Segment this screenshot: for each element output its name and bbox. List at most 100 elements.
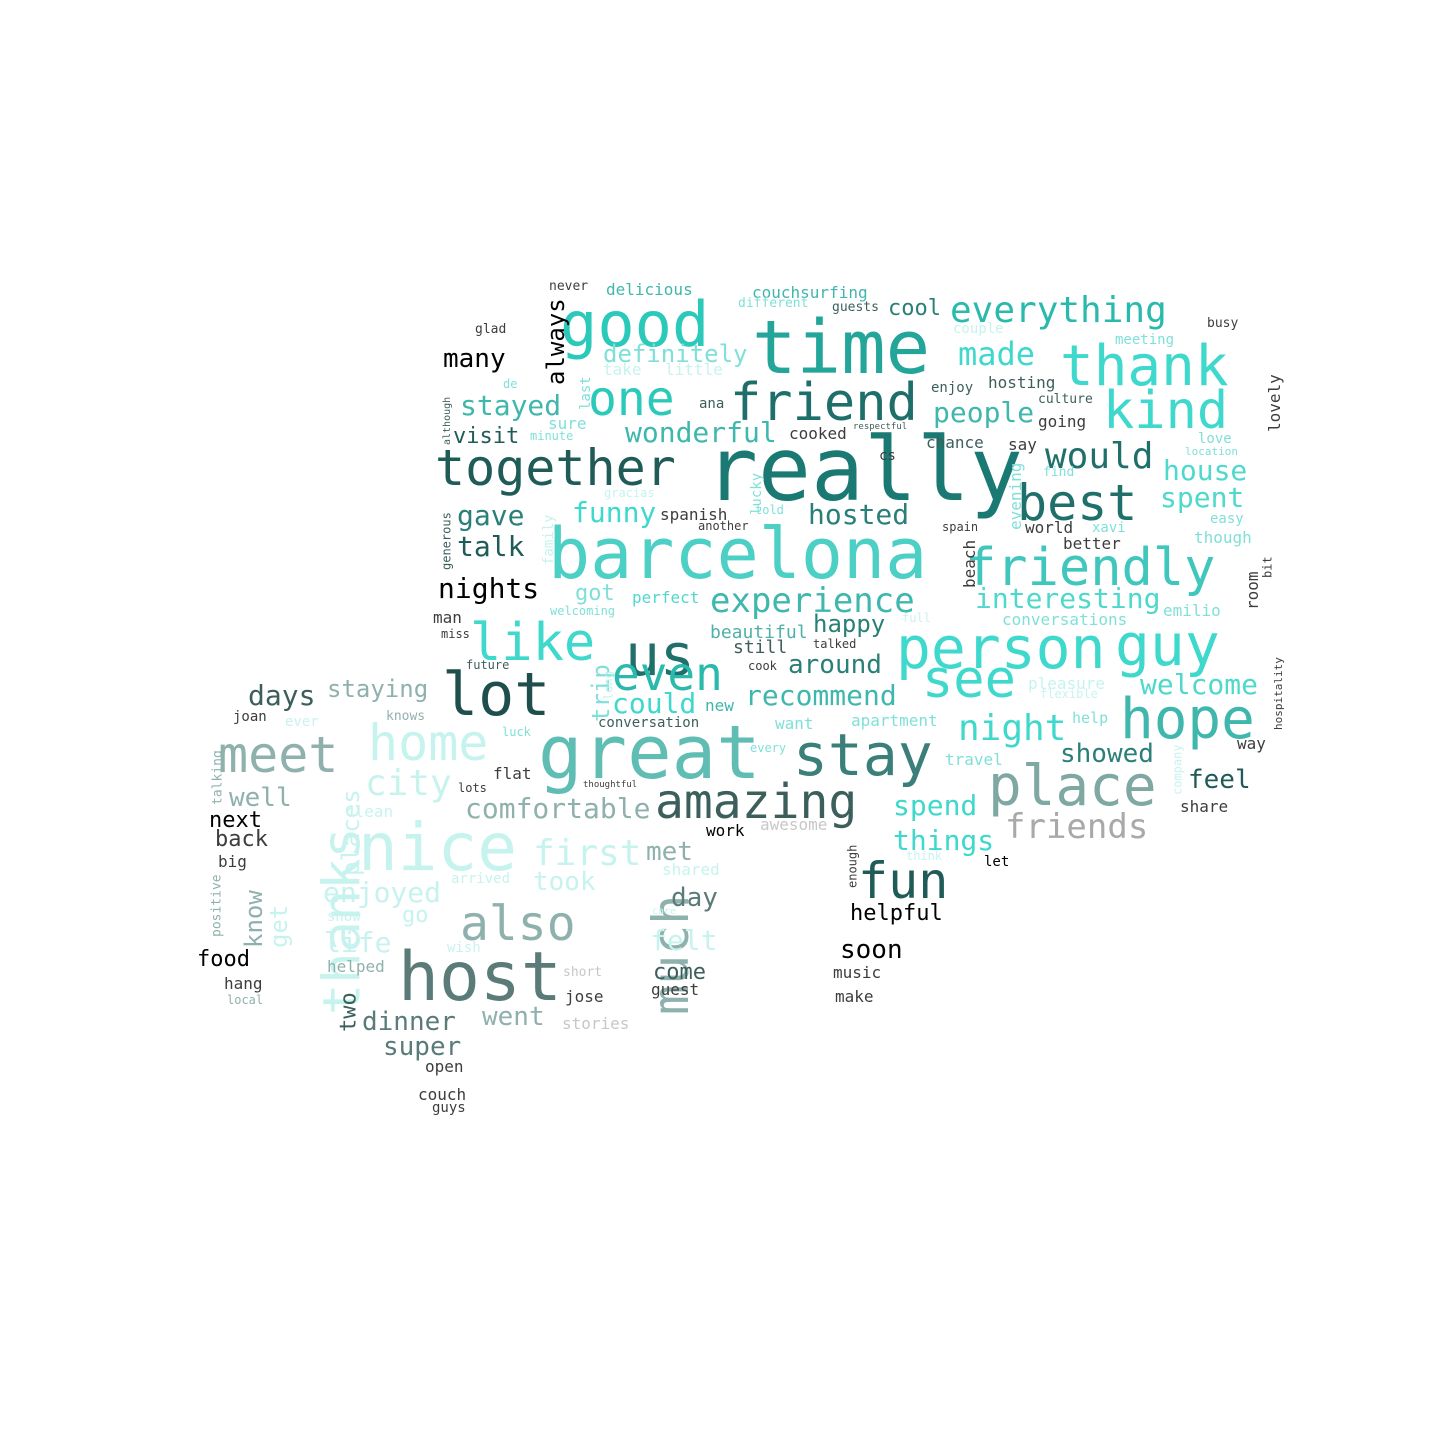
word-open: open [425,1057,464,1076]
word-funny: funny [572,496,656,529]
word-spend: spend [893,789,977,822]
word-care: care [652,906,676,917]
word-fun: fun [858,852,948,910]
word-city: city [365,763,452,804]
word-enough: enough [846,845,860,888]
word-full: full [902,611,931,625]
word-even: even [612,647,723,701]
word-wonderful: wonderful [625,416,777,449]
word-friendly: friendly [965,538,1215,598]
word-share: share [1180,797,1228,816]
word-soon: soon [840,935,903,965]
word-miss: miss [441,627,470,641]
word-arrived: arrived [451,871,510,887]
word-room: room [1243,571,1262,610]
word-travel: travel [945,750,1003,769]
word-hope: hope [1120,687,1255,752]
word-family: family [541,514,557,565]
word-like: like [470,613,595,673]
word-things: things [893,824,994,857]
word-great: great [538,710,761,796]
word-days: days [248,679,315,712]
word-busy: busy [1207,316,1238,331]
word-stories: stories [562,1014,629,1033]
word-host: host [398,938,562,1017]
word-talked: talked [813,637,856,651]
word-meet: meet [218,726,338,784]
word-hosting: hosting [988,373,1055,392]
word-want: want [775,714,814,733]
word-local: local [227,993,263,1007]
word-short: short [563,965,602,980]
word-knows: knows [386,709,425,724]
word-get: get [265,905,293,948]
word-could: could [612,687,696,720]
word-easy: easy [1210,511,1244,527]
word-night: night [958,708,1066,749]
word-joan: joan [233,709,267,725]
word-big: big [218,852,247,871]
word-thank: thank [1060,334,1229,399]
word-time: time [752,305,930,391]
word-dinner: dinner [362,1007,456,1037]
word-experience: experience [710,581,915,621]
word-lots: lots [458,781,487,795]
word-made: made [958,335,1035,373]
word-work: work [706,821,745,840]
word-future: future [466,658,509,672]
word-meeting: meeting [1115,332,1174,348]
word-recommend: recommend [745,679,897,712]
word-together: together [435,439,676,497]
word-us: us [625,621,695,689]
word-welcome: welcome [1140,668,1258,701]
word-best: best [1017,474,1137,532]
word-life: life [324,926,391,959]
word-definitely: definitely [603,340,748,368]
word-helped: helped [327,957,385,976]
word-glad: glad [475,322,506,337]
word-different: different [738,296,808,311]
word-gracias: gracias [604,486,655,500]
word-much: much [642,895,700,1015]
word-see: see [922,650,1016,710]
word-bit: bit [1261,556,1275,578]
word-find: find [1043,465,1074,480]
word-couch: couch [418,1085,466,1104]
word-come: come [653,960,706,985]
word-awesome: awesome [760,815,827,834]
word-another: another [698,519,749,533]
word-think: think [906,849,943,863]
word-trip: trip [587,664,615,722]
word-ana: ana [699,396,724,412]
word-man: man [433,608,462,627]
word-lovely: lovely [1265,374,1284,432]
word-feel: feel [1188,765,1251,795]
word-conversation: conversation [598,715,699,731]
word-told: told [755,503,784,517]
word-visit: visit [453,424,519,449]
word-food: food [197,947,250,972]
word-although: although [442,397,453,445]
word-home: home [368,714,488,772]
word-people: people [933,396,1034,429]
word-spanish: spanish [660,505,727,524]
word-everything: everything [950,290,1167,331]
word-barcelona: barcelona [548,513,927,595]
word-hospitality: hospitality [1272,657,1285,730]
word-couchsurfing: couchsurfing [752,283,868,302]
word-pleasure: pleasure [1028,674,1105,693]
word-sure: sure [548,414,587,433]
word-always: always [542,298,570,385]
word-guest: guest [651,980,699,999]
word-nice: nice [358,809,517,886]
word-felt: felt [650,924,717,957]
word-evening: evening [1006,463,1025,530]
word-nights: nights [438,572,539,605]
word-back: back [215,827,268,852]
word-person: person [896,614,1106,682]
word-company: company [1171,744,1185,795]
word-would: would [1045,436,1153,477]
word-clean: clean [345,802,393,821]
word-couple: couple [953,321,1004,337]
